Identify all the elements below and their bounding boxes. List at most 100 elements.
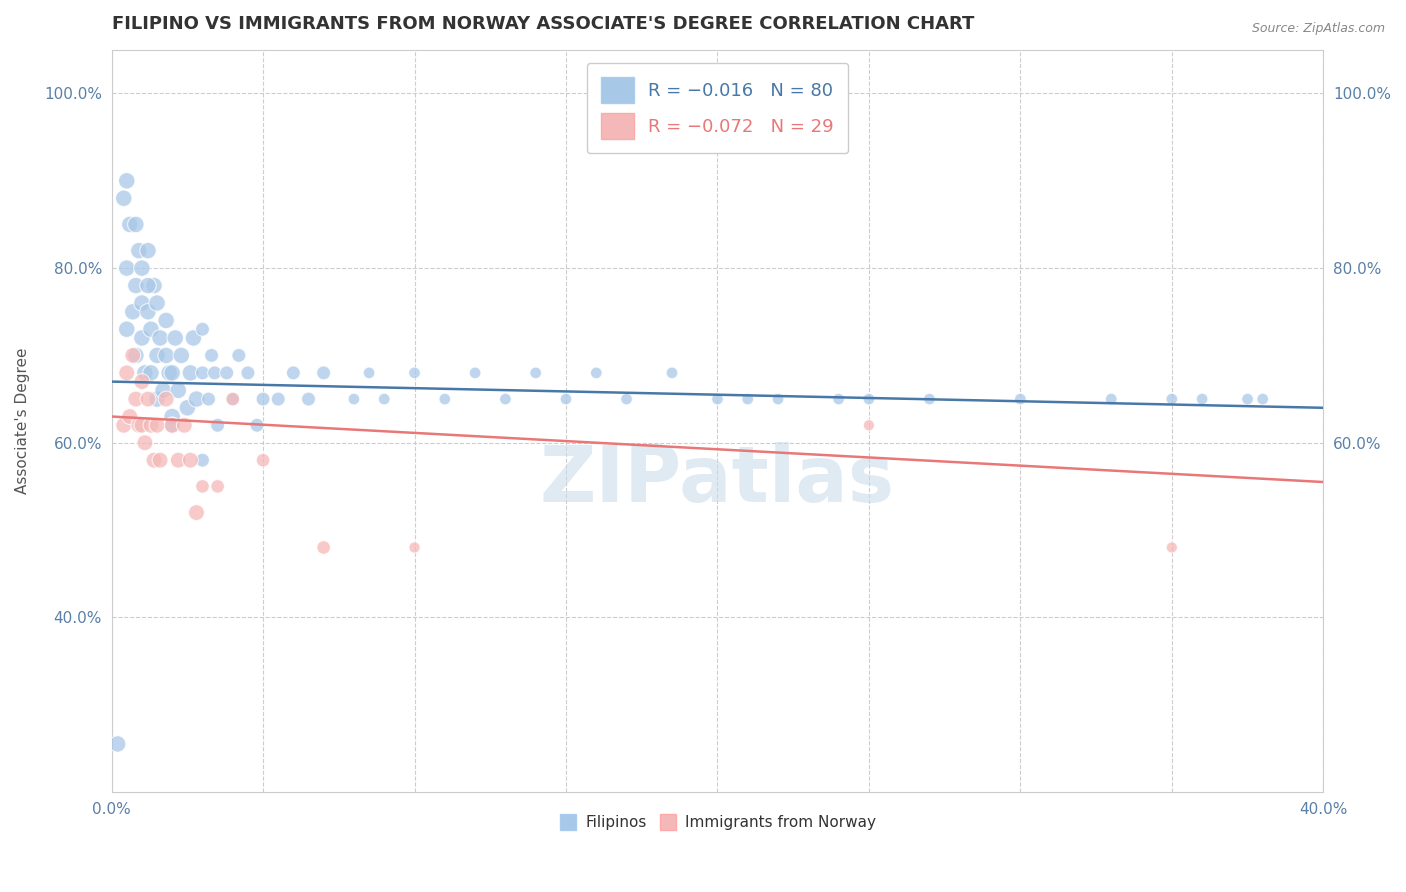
Point — [134, 435, 156, 450]
Point — [165, 331, 187, 345]
Point — [464, 366, 486, 380]
Point — [1010, 392, 1032, 406]
Point — [236, 366, 259, 380]
Point — [222, 392, 245, 406]
Point — [115, 366, 138, 380]
Point — [115, 261, 138, 276]
Legend: Filipinos, Immigrants from Norway: Filipinos, Immigrants from Norway — [553, 809, 882, 837]
Point — [494, 392, 516, 406]
Point — [131, 331, 153, 345]
Point — [170, 348, 193, 362]
Point — [555, 392, 578, 406]
Point — [283, 366, 305, 380]
Point — [267, 392, 290, 406]
Point — [160, 418, 183, 433]
Point — [228, 348, 250, 362]
Point — [146, 418, 169, 433]
Point — [179, 366, 201, 380]
Text: ZIPatlas: ZIPatlas — [540, 442, 896, 518]
Point — [160, 418, 183, 433]
Point — [143, 453, 166, 467]
Point — [433, 392, 456, 406]
Point — [167, 453, 190, 467]
Point — [312, 541, 335, 555]
Point — [343, 392, 366, 406]
Point — [160, 409, 183, 424]
Point — [118, 218, 141, 232]
Point — [706, 392, 728, 406]
Point — [152, 384, 174, 398]
Point — [207, 479, 229, 493]
Text: Source: ZipAtlas.com: Source: ZipAtlas.com — [1251, 22, 1385, 36]
Point — [246, 418, 269, 433]
Point — [186, 506, 208, 520]
Point — [197, 392, 219, 406]
Point — [297, 392, 319, 406]
Point — [215, 366, 238, 380]
Point — [118, 409, 141, 424]
Point — [252, 392, 274, 406]
Point — [167, 384, 190, 398]
Point — [252, 453, 274, 467]
Point — [207, 418, 229, 433]
Point — [131, 296, 153, 310]
Point — [128, 418, 150, 433]
Y-axis label: Associate's Degree: Associate's Degree — [15, 348, 30, 494]
Point — [222, 392, 245, 406]
Point — [186, 392, 208, 406]
Point — [146, 392, 169, 406]
Point — [204, 366, 226, 380]
Point — [827, 392, 849, 406]
Point — [146, 348, 169, 362]
Point — [585, 366, 607, 380]
Point — [139, 418, 162, 433]
Point — [125, 392, 148, 406]
Point — [155, 392, 177, 406]
Text: FILIPINO VS IMMIGRANTS FROM NORWAY ASSOCIATE'S DEGREE CORRELATION CHART: FILIPINO VS IMMIGRANTS FROM NORWAY ASSOC… — [111, 15, 974, 33]
Point — [179, 453, 201, 467]
Point — [146, 296, 169, 310]
Point — [115, 322, 138, 336]
Point — [107, 737, 129, 751]
Point — [858, 418, 880, 433]
Point — [766, 392, 789, 406]
Point — [373, 392, 395, 406]
Point — [125, 348, 148, 362]
Point — [176, 401, 198, 415]
Point — [191, 479, 214, 493]
Point — [136, 392, 159, 406]
Point — [404, 366, 426, 380]
Point — [115, 174, 138, 188]
Point — [616, 392, 638, 406]
Point — [312, 366, 335, 380]
Point — [149, 453, 172, 467]
Point — [131, 418, 153, 433]
Point — [112, 418, 135, 433]
Point — [191, 453, 214, 467]
Point — [121, 305, 143, 319]
Point — [173, 418, 195, 433]
Point — [737, 392, 759, 406]
Point — [131, 261, 153, 276]
Point — [661, 366, 683, 380]
Point — [160, 366, 183, 380]
Point — [524, 366, 547, 380]
Point — [359, 366, 381, 380]
Point — [918, 392, 941, 406]
Point — [1191, 392, 1213, 406]
Point — [131, 375, 153, 389]
Point — [139, 366, 162, 380]
Point — [136, 244, 159, 258]
Point — [149, 331, 172, 345]
Point — [128, 244, 150, 258]
Point — [200, 348, 222, 362]
Point — [183, 331, 205, 345]
Point — [125, 218, 148, 232]
Point — [1236, 392, 1258, 406]
Point — [858, 392, 880, 406]
Point — [125, 278, 148, 293]
Point — [157, 366, 180, 380]
Point — [155, 313, 177, 327]
Point — [134, 366, 156, 380]
Point — [143, 278, 166, 293]
